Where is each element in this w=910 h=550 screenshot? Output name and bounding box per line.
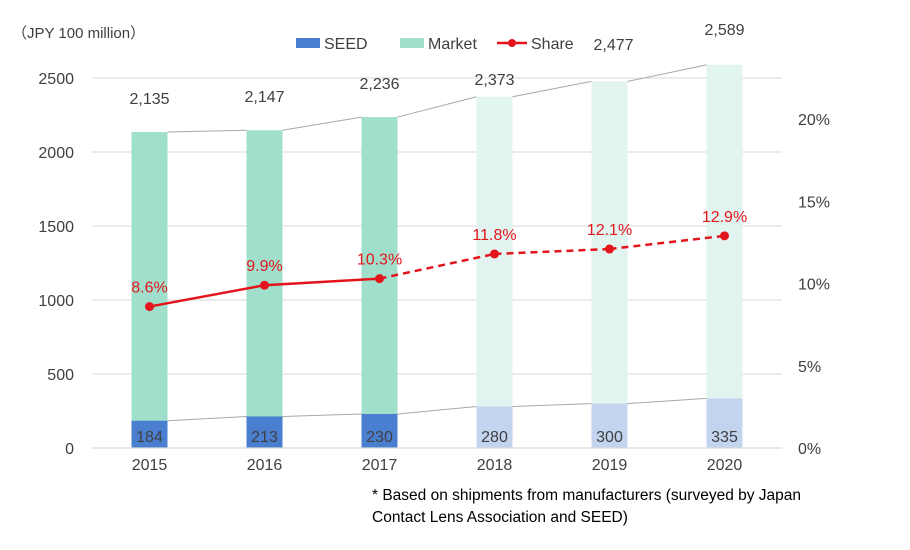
- seed-bar-2016: [246, 416, 283, 448]
- market-bar-2015: [131, 132, 168, 448]
- seed-bar-2017: [361, 413, 398, 448]
- legend: SEED Market Share: [296, 36, 574, 53]
- seed-bar-2018: [476, 406, 513, 448]
- footnote-line-1: * Based on shipments from manufacturers …: [372, 487, 801, 504]
- seed-label-2018: 280: [481, 429, 508, 446]
- grid-lines: [92, 77, 782, 375]
- x-tick-2017: 2017: [362, 457, 398, 474]
- share-segment-0: [149, 283, 265, 308]
- y-right-tick-5pct: 5%: [798, 359, 821, 376]
- footnote-line-2: Contact Lens Association and SEED): [372, 509, 628, 526]
- share-point-2020: [720, 231, 729, 241]
- market-bar-2019: [591, 81, 628, 449]
- market-label-2015: 2,135: [129, 91, 169, 108]
- share-segment-1: [264, 277, 380, 287]
- seed-connector-0: [167, 415, 247, 422]
- share-point-2019: [605, 244, 614, 254]
- x-tick-2015: 2015: [132, 457, 168, 474]
- y-right-tick-10pct: 10%: [798, 277, 830, 294]
- market-label-2017: 2,236: [359, 76, 399, 93]
- market-bar-2018: [476, 96, 513, 449]
- legend-swatch-share-marker: [508, 39, 516, 47]
- legend-label-share: Share: [531, 36, 574, 53]
- share-point-2015: [145, 302, 154, 312]
- legend-swatch-seed: [296, 38, 320, 48]
- y-left-tick-1000: 1000: [38, 293, 74, 310]
- x-tick-2016: 2016: [247, 457, 283, 474]
- seed-bar-2019: [591, 403, 628, 448]
- market-label-2020: 2,589: [704, 22, 744, 39]
- x-tick-2019: 2019: [592, 457, 628, 474]
- market-label-2018: 2,373: [474, 72, 514, 89]
- share-line: [145, 231, 729, 312]
- seed-bar-2020: [706, 398, 743, 448]
- bars: [131, 64, 743, 449]
- y-left-tick-500: 500: [47, 367, 74, 384]
- seed-label-2020: 335: [711, 429, 738, 446]
- market-connector-3: [512, 80, 592, 98]
- y-right-tick-20pct: 20%: [798, 112, 830, 129]
- y-left-tick-2500: 2500: [38, 71, 74, 88]
- share-label-2019: 12.1%: [587, 222, 632, 239]
- x-tick-2020: 2020: [707, 457, 743, 474]
- legend-swatch-market: [400, 38, 424, 48]
- y-left-tick-1500: 1500: [38, 219, 74, 236]
- share-label-2017: 10.3%: [357, 252, 402, 269]
- share-label-2020: 12.9%: [702, 209, 747, 226]
- seed-connector-2: [397, 406, 477, 415]
- market-connector-1: [282, 116, 362, 131]
- share-segment-2: [379, 252, 495, 280]
- market-connector-2: [397, 96, 477, 118]
- share-label-2016: 9.9%: [246, 258, 282, 275]
- market-label-2016: 2,147: [244, 89, 284, 106]
- seed-label-2017: 230: [366, 429, 393, 446]
- seed-label-2016: 213: [251, 429, 278, 446]
- market-connector-0: [167, 129, 247, 133]
- unit-label: （JPY 100 million）: [12, 25, 145, 42]
- share-label-2015: 8.6%: [131, 280, 167, 297]
- seed-connector-4: [627, 397, 707, 405]
- bar-connector-lines: [167, 64, 707, 422]
- market-label-2019: 2,477: [593, 37, 633, 54]
- seed-label-2015: 184: [136, 429, 163, 446]
- data-labels: 2,135 184 8.6% 2,147 213 9.9% 2,236 230 10.3% 2,3…: [129, 22, 747, 446]
- seed-bar-2015: [131, 420, 168, 448]
- y-right-tick-15pct: 15%: [798, 194, 830, 211]
- y-left-tick-2000: 2000: [38, 145, 74, 162]
- axes: 0 500 1000 1500 2000 2500 0% 5% 10% 15% 20% 2015 201…: [38, 71, 830, 474]
- legend-label-seed: SEED: [324, 36, 368, 53]
- legend-label-market: Market: [428, 36, 477, 53]
- share-point-2018: [490, 249, 499, 259]
- share-point-2017: [375, 274, 384, 284]
- share-point-2016: [260, 280, 269, 290]
- seed-connector-3: [512, 403, 592, 408]
- y-left-tick-0: 0: [65, 441, 74, 458]
- y-right-tick-0pct: 0%: [798, 441, 821, 458]
- market-bar-2020: [706, 64, 743, 448]
- share-label-2018: 11.8%: [472, 227, 516, 244]
- x-tick-2018: 2018: [477, 457, 513, 474]
- share-segment-4: [609, 234, 725, 251]
- market-connector-4: [627, 64, 707, 82]
- seed-label-2019: 300: [596, 429, 623, 446]
- seed-connector-1: [282, 413, 362, 417]
